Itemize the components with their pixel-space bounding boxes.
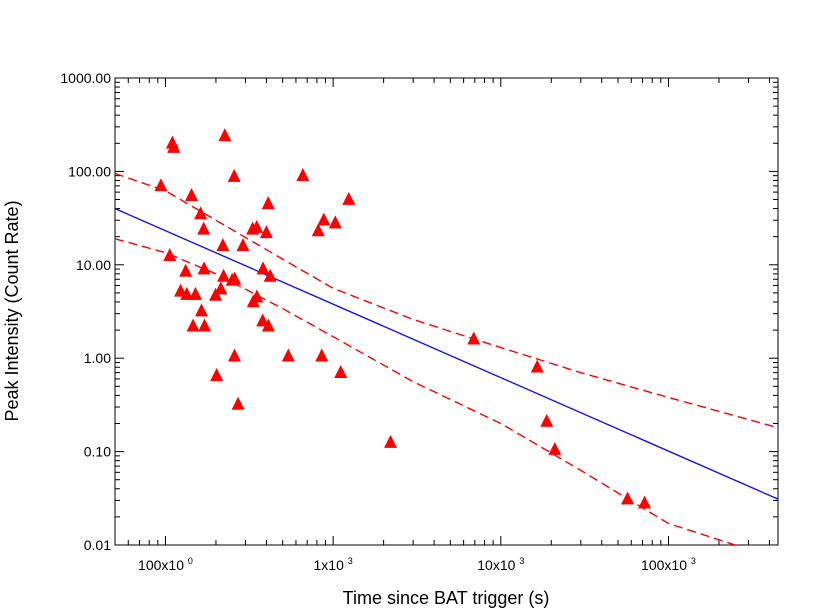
data-point: [210, 367, 224, 381]
data-point: [467, 331, 481, 345]
data-point: [334, 364, 348, 378]
data-point: [216, 238, 230, 252]
data-point: [154, 178, 168, 192]
data-point: [256, 261, 270, 275]
x-tick-label: 100x10 0: [138, 556, 193, 573]
data-point: [261, 318, 275, 332]
data-point: [174, 283, 188, 297]
data-point: [311, 223, 325, 237]
data-point: [621, 491, 635, 505]
data-point: [163, 248, 177, 262]
data-point: [540, 413, 554, 427]
data-point: [227, 168, 241, 182]
data-point: [218, 128, 232, 142]
plot-area: [114, 77, 779, 546]
data-point: [259, 225, 273, 239]
data-point: [530, 359, 544, 373]
data-point: [317, 212, 331, 226]
data-point: [194, 206, 208, 220]
data-point: [197, 221, 211, 235]
data-point: [195, 303, 208, 317]
data-point: [250, 289, 264, 303]
data-point: [167, 139, 181, 153]
data-point: [231, 396, 245, 410]
y-tick-label: 10.00: [76, 257, 111, 273]
data-points: [154, 128, 652, 509]
y-tick-label: 100.00: [68, 163, 111, 179]
data-point: [209, 287, 223, 301]
y-tick-label: 0.01: [84, 537, 111, 553]
data-point: [256, 313, 270, 327]
data-point: [263, 268, 277, 282]
x-tick-label: 10x10 3: [477, 556, 524, 573]
data-point: [197, 261, 211, 275]
data-point: [185, 187, 199, 201]
data-point: [250, 219, 264, 233]
data-point: [214, 281, 228, 295]
data-point: [179, 263, 193, 277]
data-point: [342, 191, 356, 205]
x-tick-label: 1x10 3: [314, 556, 353, 573]
data-point: [281, 348, 295, 362]
data-point: [328, 215, 342, 229]
x-tick-label: 100x10 3: [641, 556, 696, 573]
y-tick-label: 1000.00: [60, 70, 111, 86]
y-axis-title: Peak Intensity (Count Rate): [2, 200, 22, 421]
data-point: [228, 271, 242, 285]
confidence-band-line: [115, 238, 736, 545]
data-point: [638, 495, 652, 509]
data-point: [198, 318, 212, 332]
data-point: [217, 268, 231, 282]
data-point: [186, 318, 200, 332]
data-point: [548, 441, 562, 455]
fit-line: [115, 207, 778, 500]
data-point: [261, 196, 275, 210]
y-tick-label: 0.10: [84, 444, 111, 460]
data-point: [188, 286, 202, 300]
data-point: [236, 238, 250, 252]
tick-labels: 100x10 0 1x10 3 10x10 3 100x10 3 0.01 0.10 1.0…: [60, 70, 696, 573]
data-point: [180, 286, 194, 300]
x-axis-title: Time since BAT trigger (s): [343, 588, 550, 608]
axis-ticks: [114, 77, 778, 546]
data-point: [315, 348, 329, 362]
y-tick-label: 1.00: [84, 350, 111, 366]
data-point: [228, 348, 241, 362]
data-point: [296, 167, 310, 181]
data-point: [384, 434, 398, 448]
